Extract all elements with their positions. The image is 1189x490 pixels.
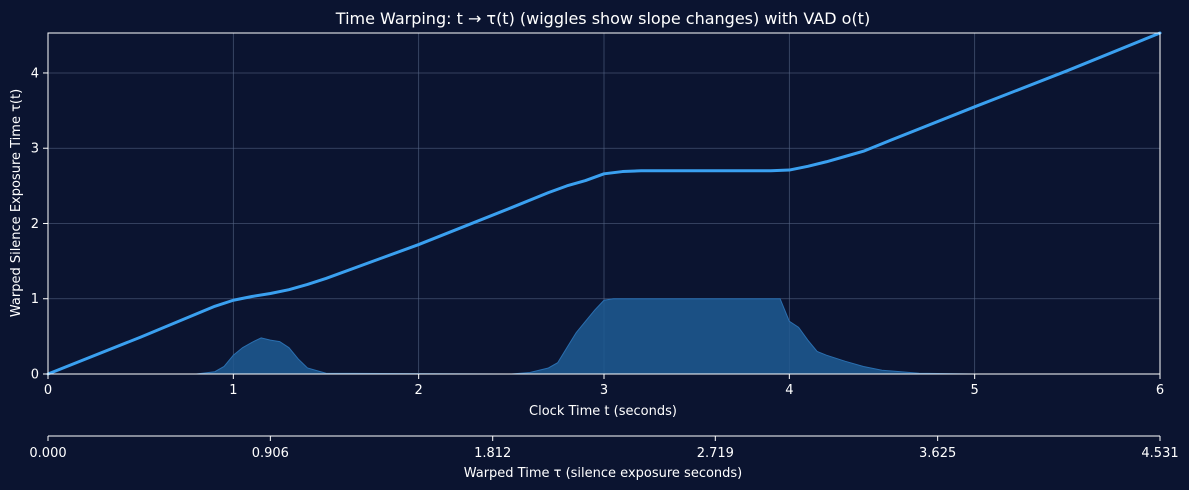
chart-title: Time Warping: t → τ(t) (wiggles show slo… — [335, 9, 870, 28]
y-tick-label: 4 — [31, 66, 39, 81]
secondary-tick-label: 1.812 — [474, 446, 511, 461]
warp-line-layer — [46, 31, 1162, 376]
vad-area-layer — [48, 298, 1160, 375]
x-tick-label: 3 — [600, 383, 608, 398]
x-tick-label: 1 — [229, 383, 237, 398]
secondary-tick-label: 0.906 — [252, 446, 289, 461]
secondary-tick-label: 4.531 — [1141, 446, 1178, 461]
x-tick-label: 5 — [971, 383, 979, 398]
x-axis-ticks: 0 1 2 3 4 5 6 — [44, 374, 1164, 398]
x-tick-label: 2 — [415, 383, 423, 398]
vad-area — [48, 298, 1160, 375]
y-tick-label: 0 — [31, 368, 39, 383]
secondary-axis: 0.000 0.906 1.812 2.719 3.625 4.531 — [29, 435, 1179, 461]
secondary-tick-label: 3.625 — [919, 446, 956, 461]
y-tick-label: 2 — [31, 217, 39, 232]
secondary-tick-label: 2.719 — [697, 446, 734, 461]
warp-line — [46, 31, 1162, 376]
secondary-axis-label: Warped Time τ (silence exposure seconds) — [464, 466, 743, 481]
y-axis-ticks: 0 1 2 3 4 — [31, 66, 48, 383]
secondary-tick-label: 0.000 — [29, 446, 66, 461]
x-tick-label: 4 — [785, 383, 793, 398]
x-axis-label: Clock Time t (seconds) — [529, 404, 677, 419]
y-axis-label: Warped Silence Exposure Time τ(t) — [9, 89, 24, 317]
y-tick-label: 3 — [31, 142, 39, 157]
x-tick-label: 6 — [1156, 383, 1164, 398]
x-tick-label: 0 — [44, 383, 52, 398]
y-tick-label: 1 — [31, 292, 39, 307]
